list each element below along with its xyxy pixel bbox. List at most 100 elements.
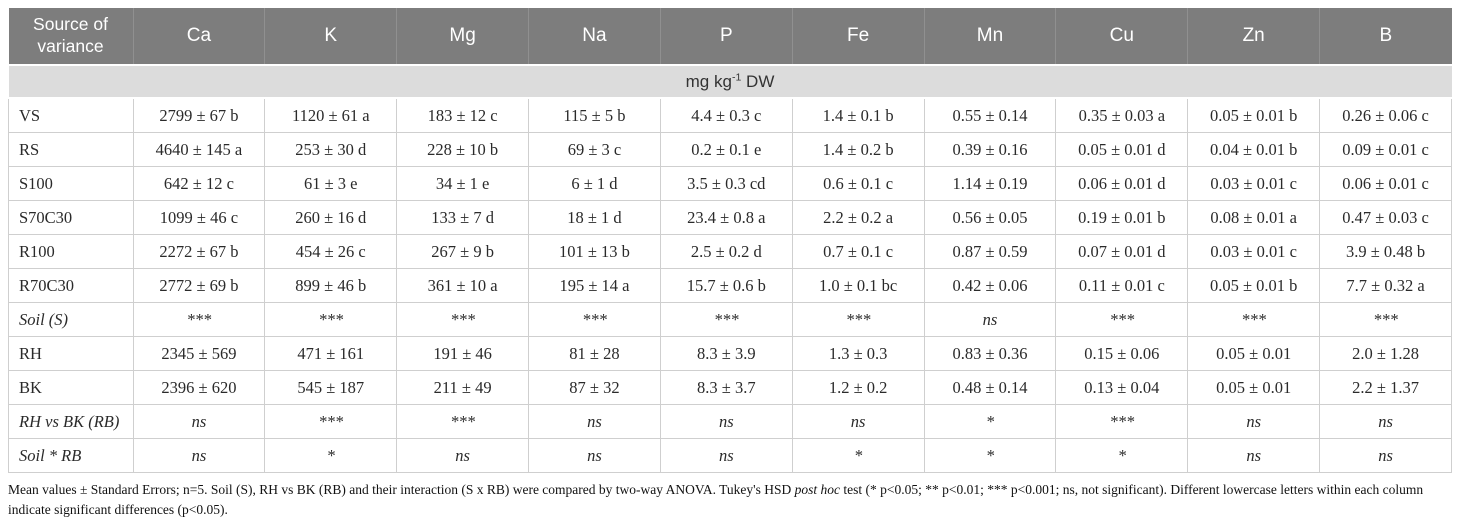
column-header-zn: Zn (1187, 8, 1321, 66)
table-cell: 642 ± 12 c (132, 166, 266, 201)
table-row: S70C30 1099 ± 46 c 260 ± 16 d 133 ± 7 d 18 ±… (8, 200, 1452, 235)
table-cell: 115 ± 5 b (528, 97, 661, 133)
row-label: BK (8, 370, 134, 405)
table-cell: ns (1187, 404, 1321, 439)
table-cell: 0.07 ± 0.01 d (1055, 234, 1189, 269)
table-cell: 2772 ± 69 b (132, 268, 266, 303)
row-label: S70C30 (8, 200, 134, 235)
table-cell: 1.2 ± 0.2 (791, 370, 925, 405)
table-cell: 191 ± 46 (396, 336, 530, 371)
table-cell: 899 ± 46 b (264, 268, 398, 303)
table-cell: 0.03 ± 0.01 c (1187, 166, 1321, 201)
column-header-mn: Mn (924, 8, 1057, 66)
table-cell: 211 ± 49 (396, 370, 530, 405)
table-cell: 2.2 ± 1.37 (1319, 370, 1452, 405)
table-cell: 0.19 ± 0.01 b (1055, 200, 1189, 235)
table-cell: *** (264, 302, 398, 337)
column-header-source: Source of variance (8, 8, 134, 66)
table-cell: 0.05 ± 0.01 (1187, 336, 1321, 371)
unit-superscript: -1 (731, 70, 742, 83)
table-cell: *** (528, 302, 661, 337)
column-header-b: B (1319, 8, 1452, 66)
column-header-cu: Cu (1055, 8, 1189, 66)
table-cell: *** (659, 302, 793, 337)
unit-prefix: mg kg (685, 71, 732, 91)
table-cell: ns (923, 302, 1057, 337)
column-header-k: K (264, 8, 398, 66)
table-cell: ns (659, 438, 793, 473)
table-cell: 0.05 ± 0.01 b (1187, 268, 1321, 303)
table-cell: 87 ± 32 (528, 370, 661, 405)
table-cell: 8.3 ± 3.7 (659, 370, 793, 405)
table-body: VS 2799 ± 67 b 1120 ± 61 a 183 ± 12 c 115 ± … (8, 97, 1452, 473)
table-row: Soil * RB ns * ns ns ns * * * ns ns (8, 438, 1452, 473)
table-cell: 228 ± 10 b (396, 132, 530, 167)
table-cell: 0.42 ± 0.06 (923, 268, 1057, 303)
table-cell: *** (1187, 302, 1321, 337)
table-cell: 34 ± 1 e (396, 166, 530, 201)
table-cell: 15.7 ± 0.6 b (659, 268, 793, 303)
table-cell: 1.14 ± 0.19 (923, 166, 1057, 201)
table-cell: *** (132, 302, 266, 337)
footnote: Mean values ± Standard Errors; n=5. Soil… (8, 480, 1452, 519)
table-cell: 260 ± 16 d (264, 200, 398, 235)
table-cell: 4.4 ± 0.3 c (659, 97, 793, 133)
footnote-text-1: Mean values ± Standard Errors; n=5. Soil… (8, 482, 795, 497)
table-cell: * (791, 438, 925, 473)
table-cell: * (264, 438, 398, 473)
column-header-na: Na (528, 8, 661, 66)
footnote-text-2: test (* p<0.05; ** p<0.01; *** p<0.001; … (8, 482, 1424, 517)
table-cell: 2272 ± 67 b (132, 234, 266, 269)
table-cell: ns (396, 438, 530, 473)
table-cell: 0.35 ± 0.03 a (1055, 97, 1189, 133)
table-cell: *** (396, 302, 530, 337)
table-cell: 1099 ± 46 c (132, 200, 266, 235)
table-cell: ns (1187, 438, 1321, 473)
anova-table: Source of variance Ca K Mg Na P Fe Mn Cu… (8, 8, 1452, 473)
table-cell: 2.5 ± 0.2 d (659, 234, 793, 269)
table-cell: 0.06 ± 0.01 c (1319, 166, 1452, 201)
table-row: R100 2272 ± 67 b 454 ± 26 c 267 ± 9 b 101 ± … (8, 234, 1452, 269)
table-cell: 0.56 ± 0.05 (923, 200, 1057, 235)
table-cell: 0.08 ± 0.01 a (1187, 200, 1321, 235)
row-label: RS (8, 132, 134, 167)
table-cell: *** (396, 404, 530, 439)
table-cell: 61 ± 3 e (264, 166, 398, 201)
unit-cell: mg kg-1 DW (8, 65, 1452, 99)
table-cell: 0.04 ± 0.01 b (1187, 132, 1321, 167)
table-cell: 23.4 ± 0.8 a (659, 200, 793, 235)
table-cell: ns (791, 404, 925, 439)
table-cell: 133 ± 7 d (396, 200, 530, 235)
table-cell: 1.4 ± 0.2 b (791, 132, 925, 167)
table-cell: 7.7 ± 0.32 a (1319, 268, 1452, 303)
table-cell: ns (132, 438, 266, 473)
table-cell: 0.05 ± 0.01 (1187, 370, 1321, 405)
unit-row: mg kg-1 DW (8, 65, 1452, 99)
unit-suffix: DW (741, 71, 775, 91)
table-cell: 0.7 ± 0.1 c (791, 234, 925, 269)
table-cell: 0.26 ± 0.06 c (1319, 97, 1452, 133)
table-cell: 0.87 ± 0.59 (923, 234, 1057, 269)
table-cell: * (923, 438, 1057, 473)
table-cell: 18 ± 1 d (528, 200, 661, 235)
table-cell: 0.05 ± 0.01 b (1187, 97, 1321, 133)
table-cell: ns (1319, 438, 1452, 473)
table-cell: 2799 ± 67 b (132, 97, 266, 133)
table-cell: 454 ± 26 c (264, 234, 398, 269)
table-row: RH vs BK (RB) ns *** *** ns ns ns * *** ns ns (8, 404, 1452, 439)
table-cell: 183 ± 12 c (396, 97, 530, 133)
table-cell: * (1055, 438, 1189, 473)
table-cell: 0.47 ± 0.03 c (1319, 200, 1452, 235)
table-cell: 361 ± 10 a (396, 268, 530, 303)
table-cell: 0.13 ± 0.04 (1055, 370, 1189, 405)
table-cell: 6 ± 1 d (528, 166, 661, 201)
table-cell: 0.39 ± 0.16 (923, 132, 1057, 167)
table-cell: * (923, 404, 1057, 439)
table-cell: *** (1319, 302, 1452, 337)
row-label: RH vs BK (RB) (8, 404, 134, 439)
table-cell: 0.48 ± 0.14 (923, 370, 1057, 405)
row-label: R70C30 (8, 268, 134, 303)
table-cell: 101 ± 13 b (528, 234, 661, 269)
table-cell: 545 ± 187 (264, 370, 398, 405)
